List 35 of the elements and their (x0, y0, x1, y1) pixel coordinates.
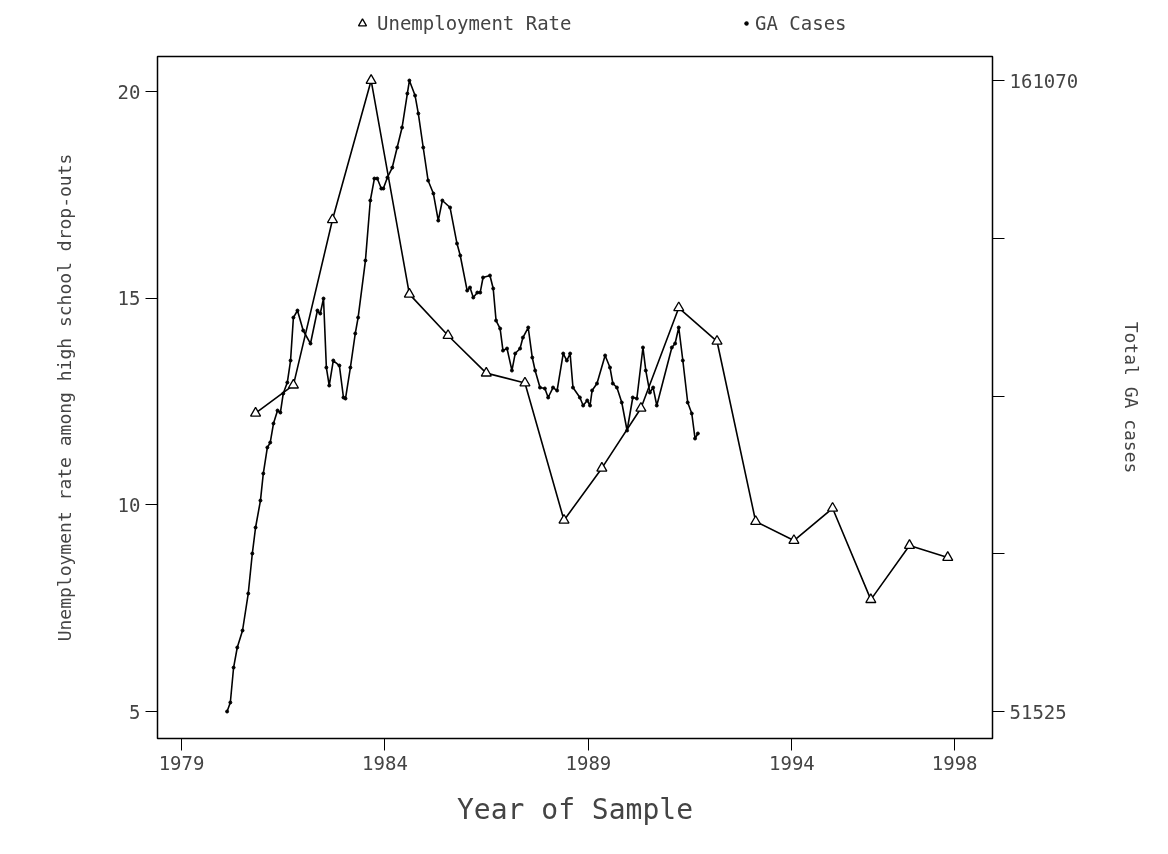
legend-label: GA Cases (755, 12, 847, 34)
x-tick-label: 1994 (769, 751, 815, 774)
point (750, 515, 762, 526)
x-tick-label: 1989 (565, 751, 612, 774)
x-axis-title: Year of Sample (457, 792, 694, 826)
y2-axis-title: Total GA cases (1121, 321, 1143, 474)
point (403, 287, 416, 298)
point (365, 74, 377, 85)
y2-tick-label: 51525 (1009, 700, 1067, 723)
y-axis-title: Unemployment rate among high school drop-outs (53, 153, 75, 642)
x-tick-label: 1979 (158, 751, 205, 774)
point (596, 461, 608, 472)
point (903, 539, 916, 550)
point (249, 406, 262, 417)
point (287, 378, 300, 389)
point (673, 301, 685, 312)
point (826, 501, 839, 512)
x-tick-label: 1998 (931, 751, 978, 774)
point (558, 513, 570, 524)
point (942, 551, 954, 561)
point (480, 366, 492, 377)
point (442, 329, 454, 340)
y-tick-label: 15 (117, 287, 141, 310)
y-tick-label: 20 (117, 80, 141, 103)
point (711, 334, 723, 345)
x-tick-label: 1984 (362, 751, 408, 774)
point (519, 376, 531, 387)
point (788, 534, 800, 545)
legend-label: Unemployment Rate (377, 12, 572, 34)
y-tick-label: 10 (117, 493, 141, 516)
y-tick-label: 5 (129, 700, 141, 723)
point (326, 213, 339, 224)
y2-tick-label: 161070 (1009, 69, 1079, 92)
point (865, 593, 877, 604)
point (635, 401, 647, 412)
